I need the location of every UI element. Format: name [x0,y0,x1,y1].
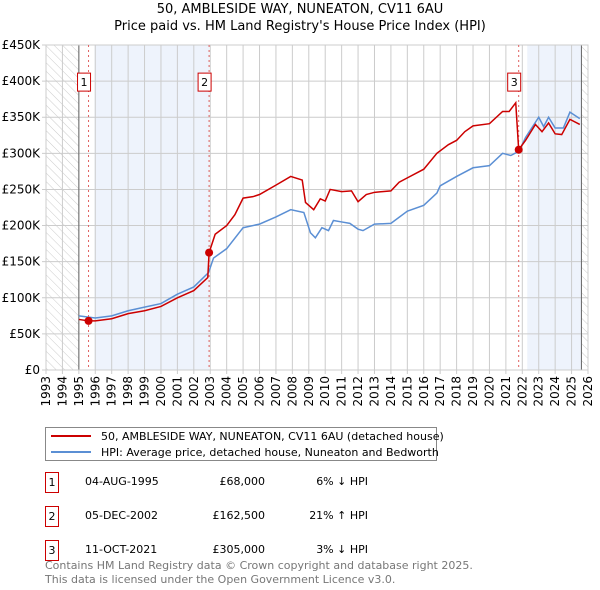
transaction-date: 05-DEC-2002 [85,509,159,522]
sale-point [205,248,214,257]
transaction-marker: 3 [45,540,59,561]
x-tick-label: 2023 [532,376,546,407]
shaded-region [527,45,582,370]
x-tick-label: 2004 [220,376,234,407]
x-tick-label: 2007 [269,376,283,407]
x-tick-label: 2006 [253,376,267,407]
x-tick-label: 2024 [548,376,562,407]
y-tick-label: £200K [2,219,42,233]
x-tick-label: 2012 [351,376,365,407]
legend: 50, AMBLESIDE WAY, NUNEATON, CV11 6AU (d… [45,427,444,461]
x-tick-label: 2003 [203,376,217,407]
transaction-price: £305,000 [212,543,266,556]
sale-number-box [77,72,92,92]
sale-number-label: 3 [511,76,518,89]
y-tick-label: £400K [2,74,42,88]
x-tick-label: 2025 [565,376,579,407]
transaction-row: 2 05-DEC-2002 £162,500 21% ↑ HPI [45,506,375,527]
transaction-row: 1 04-AUG-1995 £68,000 6% ↓ HPI [45,472,375,493]
transaction-price: £162,500 [212,509,266,522]
x-tick-label: 2022 [515,376,529,407]
y-tick-label: £100K [2,291,42,305]
transaction-hpi: 21% ↑ HPI [309,509,368,522]
x-tick-label: 2001 [170,376,184,407]
x-tick-label: 2020 [482,376,496,407]
x-tick-label: 2016 [417,376,431,407]
y-tick-label: £350K [2,110,42,124]
footer-line-2: This data is licensed under the Open Gov… [45,573,396,586]
y-tick-label: £150K [2,255,42,269]
transaction-row: 3 11-OCT-2021 £305,000 3% ↓ HPI [45,540,375,561]
x-tick-label: 2009 [302,376,316,407]
legend-swatch-property [51,435,91,437]
x-tick-label: 2002 [187,376,201,407]
x-tick-label: 2021 [499,376,513,407]
x-tick-label: 2010 [318,376,332,407]
x-tick-label: 1997 [105,376,119,407]
property-price-line [78,100,581,322]
sale-point [514,145,523,154]
x-tick-label: 1998 [121,376,135,407]
x-tick-label: 2005 [236,376,250,407]
sale-number-box [507,72,522,92]
footer-line-1: Contains HM Land Registry data © Crown c… [45,559,473,572]
transaction-marker: 1 [45,472,59,493]
legend-label-hpi: HPI: Average price, detached house, Nune… [101,445,439,459]
x-tick-label: 2019 [466,376,480,407]
price-chart: 1993 1994 1995 1996 1997 1998 1999 2000 2001 2002… [2,38,595,407]
y-tick-label: £0 [25,363,40,377]
x-tick-label: 2015 [400,376,414,407]
x-tick-label: 2011 [335,376,349,407]
x-tick-label: 2018 [450,376,464,407]
y-tick-label: £50K [9,327,41,341]
legend-label-property: 50, AMBLESIDE WAY, NUNEATON, CV11 6AU (d… [101,429,444,443]
x-tick-label: 2017 [433,376,447,407]
chart-title: 50, AMBLESIDE WAY, NUNEATON, CV11 6AU [156,2,444,17]
x-tick-label: 1999 [138,376,152,407]
x-tick-label: 2026 [581,376,595,407]
chart-subtitle: Price paid vs. HM Land Registry's House … [114,19,486,34]
x-tick-label: 2000 [154,376,168,407]
transaction-marker: 2 [45,506,59,527]
hpi-line [78,111,581,319]
x-tick-label: 1996 [88,376,102,407]
transaction-hpi: 3% ↓ HPI [316,543,368,556]
y-tick-label: £300K [2,146,42,160]
x-tick-label: 2014 [384,376,398,407]
sale-number-box [197,72,212,92]
x-tick-label: 1993 [39,376,53,407]
transaction-hpi: 6% ↓ HPI [316,475,368,488]
hatched-region [581,45,588,370]
legend-swatch-hpi [51,451,91,453]
sale-number-label: 1 [81,76,88,89]
x-tick-label: 2013 [367,376,381,407]
y-tick-label: £250K [2,182,42,196]
transaction-date: 11-OCT-2021 [85,543,158,556]
plot-frame [45,44,589,371]
y-tick-label: £450K [2,38,42,52]
sale-number-label: 2 [201,76,208,89]
transaction-date: 04-AUG-1995 [85,475,159,488]
x-tick-label: 1994 [55,376,69,407]
sale-point [84,316,93,325]
x-tick-label: 1995 [72,376,86,407]
transaction-price: £68,000 [219,475,266,488]
x-tick-label: 2008 [285,376,299,407]
